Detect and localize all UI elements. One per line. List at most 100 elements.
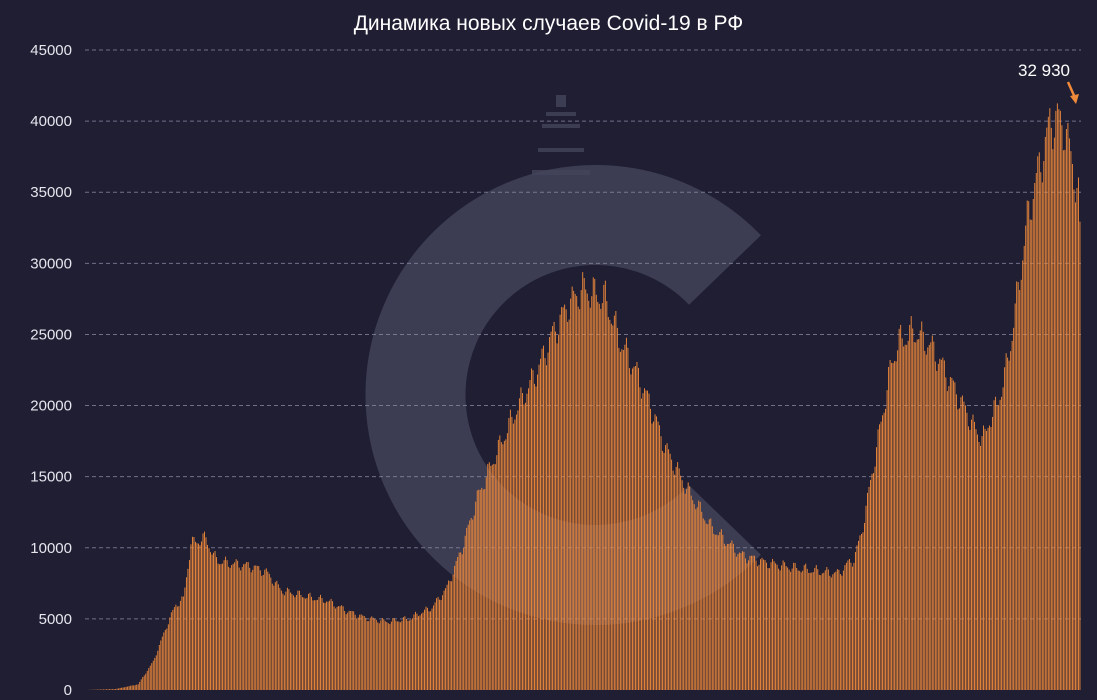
bar bbox=[526, 393, 528, 690]
bar bbox=[223, 560, 225, 690]
bar bbox=[634, 366, 636, 690]
bar bbox=[978, 441, 980, 690]
bar bbox=[172, 609, 174, 690]
bar bbox=[574, 293, 576, 690]
bar bbox=[528, 388, 529, 690]
bar bbox=[336, 606, 338, 690]
bar bbox=[704, 520, 706, 690]
bar bbox=[291, 593, 293, 690]
bar bbox=[145, 673, 147, 690]
bar bbox=[163, 632, 165, 690]
bar bbox=[603, 284, 605, 690]
bar bbox=[597, 301, 599, 690]
bar bbox=[356, 618, 358, 690]
bar bbox=[252, 569, 254, 690]
bar bbox=[812, 572, 814, 690]
bar bbox=[686, 488, 688, 690]
bar bbox=[139, 681, 141, 690]
bar bbox=[631, 368, 633, 690]
bar bbox=[1044, 136, 1046, 691]
bar bbox=[157, 650, 159, 690]
bar bbox=[889, 359, 891, 690]
bar bbox=[692, 500, 694, 690]
bar bbox=[796, 568, 798, 690]
bar bbox=[1019, 290, 1021, 690]
bar bbox=[693, 504, 695, 690]
bar bbox=[473, 515, 475, 690]
bar bbox=[237, 560, 239, 690]
bar bbox=[187, 568, 189, 690]
bar bbox=[431, 608, 433, 690]
bar bbox=[562, 307, 564, 690]
bar bbox=[761, 557, 763, 690]
bar bbox=[110, 689, 112, 690]
bar bbox=[698, 500, 700, 690]
bar bbox=[880, 421, 882, 690]
bar bbox=[100, 689, 101, 690]
bar bbox=[1038, 152, 1040, 690]
bar bbox=[169, 617, 171, 690]
bar bbox=[294, 597, 296, 690]
bar bbox=[497, 439, 499, 690]
bar bbox=[389, 624, 391, 690]
bar bbox=[838, 569, 840, 690]
bar bbox=[512, 423, 514, 690]
chart-title: Динамика новых случаев Covid-19 в РФ bbox=[353, 12, 744, 35]
bar bbox=[820, 575, 822, 690]
bar bbox=[434, 602, 436, 690]
bar bbox=[1068, 138, 1070, 690]
bar bbox=[482, 489, 484, 690]
bar bbox=[107, 689, 109, 690]
bar bbox=[975, 429, 977, 690]
bar bbox=[109, 689, 111, 690]
bar bbox=[648, 393, 650, 690]
bar bbox=[616, 327, 618, 690]
y-tick-label: 20000 bbox=[30, 398, 72, 415]
bar bbox=[267, 571, 269, 690]
bar bbox=[871, 473, 873, 690]
bar bbox=[193, 537, 195, 690]
bar bbox=[1023, 245, 1025, 690]
bar bbox=[442, 595, 444, 690]
bar bbox=[969, 429, 971, 690]
bar bbox=[922, 331, 924, 690]
bar bbox=[136, 684, 138, 690]
bar bbox=[396, 621, 398, 690]
bar bbox=[933, 341, 935, 690]
bar bbox=[323, 602, 325, 690]
bar bbox=[601, 303, 603, 690]
bar bbox=[1037, 156, 1039, 690]
bar bbox=[421, 613, 422, 690]
bar bbox=[392, 618, 394, 690]
bar bbox=[580, 290, 582, 690]
bar bbox=[726, 543, 728, 690]
bar bbox=[707, 524, 709, 690]
bar bbox=[541, 348, 543, 690]
bar bbox=[166, 628, 168, 690]
bar bbox=[877, 429, 879, 690]
bar bbox=[188, 560, 190, 690]
bar bbox=[1046, 127, 1048, 690]
bar bbox=[576, 296, 578, 690]
bar bbox=[894, 360, 896, 690]
bar bbox=[1008, 360, 1010, 690]
bar bbox=[262, 574, 264, 690]
bar bbox=[285, 591, 287, 690]
bar bbox=[972, 414, 974, 690]
bar bbox=[121, 687, 123, 690]
bar bbox=[470, 517, 472, 690]
bar bbox=[359, 614, 361, 690]
bar bbox=[808, 572, 810, 690]
y-tick-label: 10000 bbox=[30, 540, 72, 557]
bar bbox=[987, 427, 989, 690]
bar bbox=[638, 367, 639, 690]
bar bbox=[222, 563, 224, 690]
bar bbox=[413, 614, 415, 690]
bar bbox=[641, 398, 642, 690]
bar bbox=[259, 570, 261, 690]
bar bbox=[568, 319, 570, 690]
bar bbox=[609, 319, 611, 690]
bar bbox=[598, 303, 600, 690]
bar bbox=[888, 366, 890, 690]
bar bbox=[365, 617, 367, 690]
